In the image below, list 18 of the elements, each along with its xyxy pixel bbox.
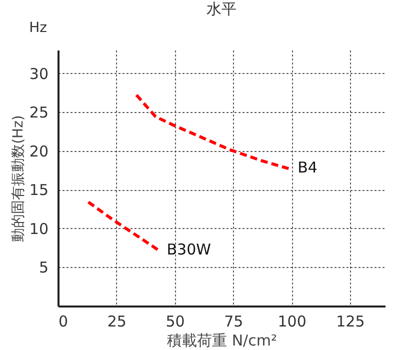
y-tick-label: 20 xyxy=(29,142,48,160)
x-tick-label: 75 xyxy=(224,312,244,330)
y-tick-label: 10 xyxy=(29,220,48,238)
x-tick-label: 100 xyxy=(278,312,306,330)
x-tick-label: 25 xyxy=(107,312,126,330)
x-tick-label: 50 xyxy=(166,312,185,330)
text: Hz xyxy=(29,20,47,36)
x-axis-title: 積載荷重 N/cm² xyxy=(167,332,277,350)
series-label: B4 xyxy=(298,158,318,176)
x-tick-label: 0 xyxy=(58,312,68,330)
y-tick-label: 30 xyxy=(29,64,48,83)
y-tick-label: 25 xyxy=(29,104,48,122)
y-tick-label: 15 xyxy=(29,181,48,200)
y-axis-title: 動的固有振動数(Hz) xyxy=(10,115,26,242)
chart-title: 水平 xyxy=(206,0,236,18)
x-tick-label: 125 xyxy=(336,312,365,330)
y-tick-label: 5 xyxy=(38,258,48,277)
series-label: B30W xyxy=(166,240,212,259)
